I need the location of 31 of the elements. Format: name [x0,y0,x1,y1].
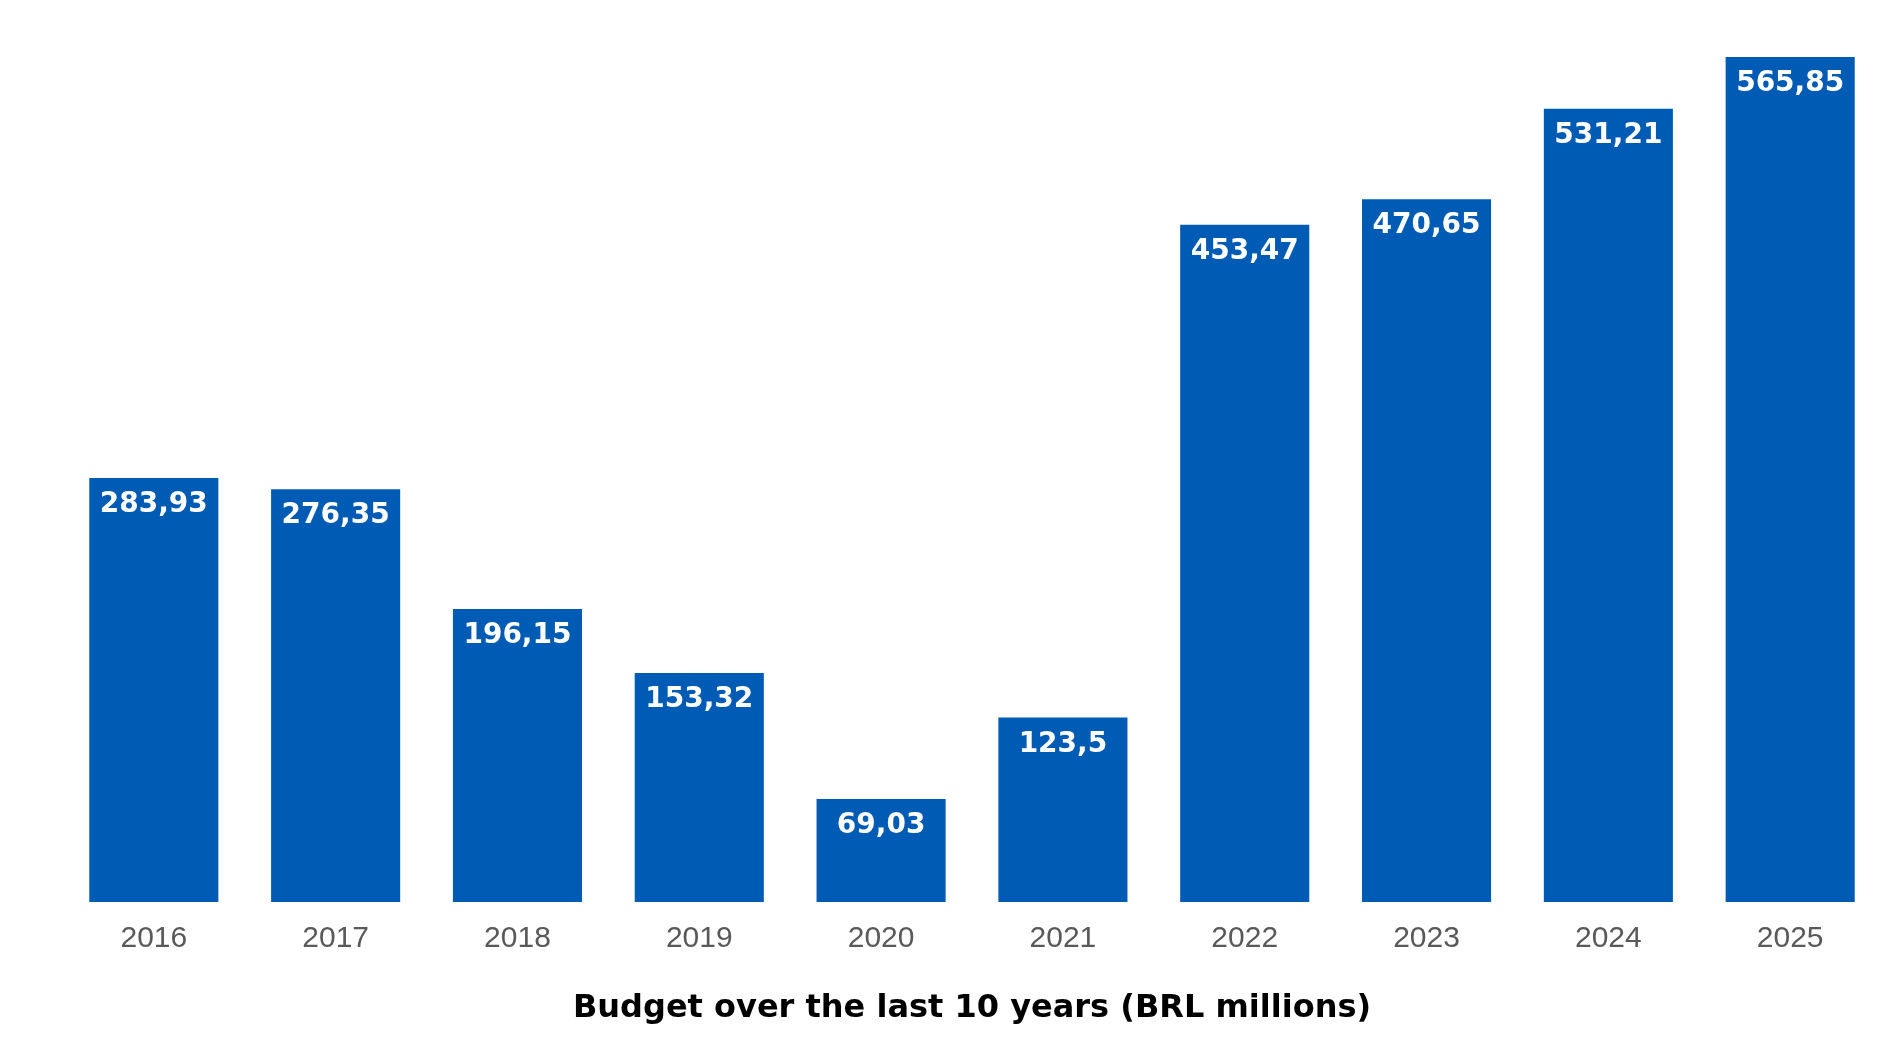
bar [1725,57,1855,902]
bar [1543,108,1673,902]
x-tick-label: 2016 [120,919,188,953]
data-label: 69,03 [836,806,926,840]
x-tick-label: 2020 [847,919,915,953]
x-tick-label: 2018 [484,919,551,953]
x-tick-label: 2025 [1756,919,1824,953]
text: Budget over the last 10 years (BRL millions) [572,987,1372,1025]
bar [452,609,582,902]
data-label: 565,85 [1736,65,1845,98]
data-label: 153,32 [645,681,754,715]
data-label: 531,21 [1554,116,1663,150]
bar [634,673,764,902]
data-label: 470,65 [1372,207,1481,241]
x-tick-label: 2017 [302,919,370,953]
data-label: 123,5 [1018,725,1108,759]
x-tick-label: 2019 [665,919,733,953]
bar [998,717,1128,902]
x-tick-label: 2023 [1393,919,1460,953]
bar [89,478,219,902]
x-tick-label: 2022 [1211,919,1279,953]
bar [1362,199,1492,902]
bar [271,489,401,902]
bar [1180,224,1310,902]
x-tick-label: 2021 [1029,919,1097,953]
data-label: 283,93 [99,486,208,519]
data-label: 453,47 [1190,232,1299,266]
data-label: 196,15 [463,617,572,651]
x-tick-label: 2024 [1574,919,1642,953]
data-label: 276,35 [281,497,390,531]
bar [816,798,946,902]
